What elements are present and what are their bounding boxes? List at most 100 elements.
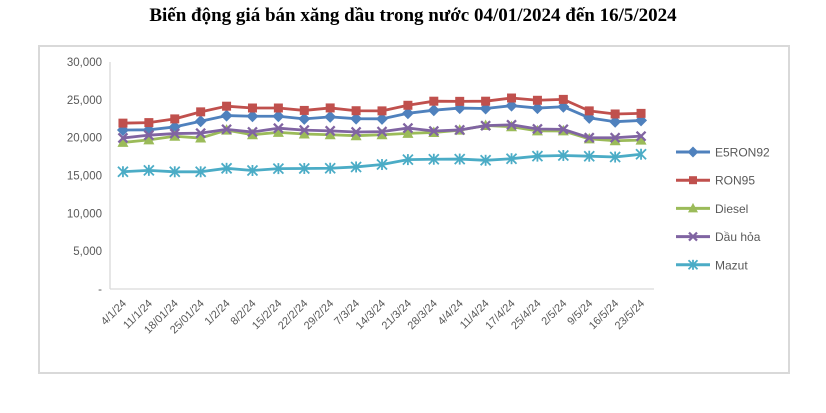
series-marker-Mazut (195, 166, 207, 178)
series-marker-RON95 (636, 108, 646, 118)
series-marker-Dầu-hỏa (480, 120, 491, 131)
series-marker-Diesel (246, 128, 258, 140)
series-marker-Dầu-hỏa (376, 126, 388, 137)
series-marker-Mazut (220, 162, 233, 174)
series-marker-Mazut-stroke (479, 154, 492, 166)
series-marker-Diesel (169, 130, 181, 141)
legend-label: E5RON92 (715, 146, 770, 160)
series-marker-E5RON92 (246, 110, 259, 123)
legend-label: RON95 (715, 174, 755, 188)
series-marker-Mazut-stroke (531, 150, 544, 162)
series-marker-Dầu-hỏa (324, 125, 336, 137)
series-marker-E5RON92 (401, 107, 414, 120)
series-marker-Dầu-hỏa-stroke (480, 120, 491, 131)
legend-label: Dầu hỏa (715, 230, 761, 244)
series-marker-Diesel (402, 127, 414, 138)
series-marker-Dầu-hỏa (558, 124, 569, 135)
series-marker-Mazut-stroke (324, 162, 336, 174)
series-marker-Dầu-hỏa-stroke (221, 124, 232, 135)
series-marker-Mazut (428, 153, 440, 165)
series-marker-Dầu-hỏa (583, 132, 595, 144)
series-marker-RON95 (455, 96, 465, 106)
series-marker-Dầu-hỏa (428, 125, 440, 137)
series-marker-Diesel-shape (298, 128, 310, 139)
series-marker-E5RON92-shape (531, 102, 544, 115)
series-marker-RON95-shape (481, 96, 491, 106)
series-marker-Dầu-hỏa (609, 132, 621, 144)
series-marker-RON95 (429, 96, 439, 106)
series-marker-Dầu-hỏa-stroke (324, 125, 336, 137)
y-axis-tick-label: 15,000 (67, 171, 102, 183)
series-marker-Dầu-hỏa-stroke (247, 126, 258, 138)
series-marker-E5RON92 (427, 104, 440, 117)
series-marker-RON95-shape (558, 94, 568, 104)
series-marker-E5RON92-shape (194, 115, 207, 128)
series-marker-Diesel-shape (117, 136, 129, 147)
series-marker-E5RON92 (505, 99, 518, 112)
series-marker-Dầu-hỏa-stroke (635, 130, 647, 142)
x-axis-label: 1/2/24 (203, 298, 233, 328)
y-axis-tick-label: 10,000 (67, 208, 102, 220)
legend-item-Diesel: Diesel (676, 202, 748, 216)
series-marker-Dầu-hỏa (117, 132, 129, 144)
series-marker-RON95 (377, 106, 387, 116)
series-marker-RON95 (247, 103, 257, 113)
series-marker-E5RON92-shape (401, 107, 414, 120)
series-marker-Mazut (350, 161, 362, 173)
legend-marker-diamond-icon (687, 146, 699, 158)
legend-item-Mazut: Mazut (676, 258, 748, 272)
series-marker-RON95-shape (299, 105, 309, 115)
legend-item-RON95: RON95 (676, 174, 755, 188)
series-marker-Diesel (117, 136, 129, 147)
series-marker-Diesel-shape (143, 133, 155, 145)
series-marker-RON95 (273, 103, 283, 113)
series-marker-Mazut (583, 150, 595, 162)
series-marker-Dầu-hỏa-stroke (273, 122, 284, 134)
series-marker-Diesel-shape (195, 132, 207, 143)
series-marker-Mazut-stroke (169, 166, 181, 178)
y-axis-tick-label: 25,000 (67, 95, 102, 107)
series-marker-Diesel-shape (635, 134, 647, 145)
series-marker-RON95 (222, 101, 232, 111)
series-marker-E5RON92 (350, 112, 363, 125)
series-marker-Diesel-shape (169, 130, 181, 141)
series-marker-Mazut-stroke (143, 164, 155, 176)
series-marker-Diesel-shape (246, 128, 258, 140)
y-axis-tick-label: 20,000 (67, 133, 102, 145)
series-marker-RON95-shape (196, 107, 206, 117)
series-marker-E5RON92-shape (324, 110, 337, 123)
series-marker-Mazut-stroke (117, 166, 129, 178)
legend-marker-diamond-icon-shape (687, 146, 699, 158)
series-marker-Dầu-hỏa (402, 122, 414, 134)
series-marker-Mazut-stroke (376, 158, 388, 171)
series-marker-Dầu-hỏa-stroke (350, 126, 362, 138)
series-marker-Mazut-stroke (402, 153, 414, 166)
legend-marker-star-icon-stroke (687, 259, 699, 270)
fuel-price-line-chart: -5,00010,00015,00020,00025,00030,0004/1/… (67, 57, 770, 336)
series-marker-Mazut-stroke (350, 161, 362, 173)
series-marker-Mazut (454, 153, 466, 165)
series-marker-Dầu-hỏa-stroke (454, 124, 466, 136)
series-marker-Mazut-stroke (505, 153, 518, 165)
legend-item-Dầu-hỏa: Dầu hỏa (676, 230, 761, 244)
legend-marker-star-icon (687, 259, 699, 270)
series-marker-RON95-shape (377, 106, 387, 116)
chart-frame: -5,000 10,000 15,000 20,000 25,000 30,000 4/1/… (38, 45, 790, 374)
series-marker-E5RON92 (324, 110, 337, 123)
series-marker-Mazut (169, 166, 181, 178)
series-marker-Mazut (298, 162, 310, 175)
series-marker-Dầu-hỏa (350, 126, 362, 138)
series-marker-Dầu-hỏa (454, 124, 466, 136)
series-marker-Dầu-hỏa (221, 124, 232, 135)
y-axis-tick-label: 5,000 (73, 246, 102, 258)
series-marker-Diesel (350, 129, 362, 141)
series-marker-Mazut-stroke (557, 149, 569, 162)
series-marker-E5RON92 (194, 115, 207, 128)
series-marker-Dầu-hỏa (195, 127, 206, 139)
series-marker-RON95-shape (118, 118, 128, 128)
series-marker-Dầu-hỏa-stroke (143, 129, 155, 141)
series-marker-RON95-shape (144, 118, 154, 128)
series-marker-E5RON92 (272, 110, 285, 123)
series-marker-RON95 (481, 96, 491, 106)
series-marker-Diesel-shape (402, 127, 414, 138)
